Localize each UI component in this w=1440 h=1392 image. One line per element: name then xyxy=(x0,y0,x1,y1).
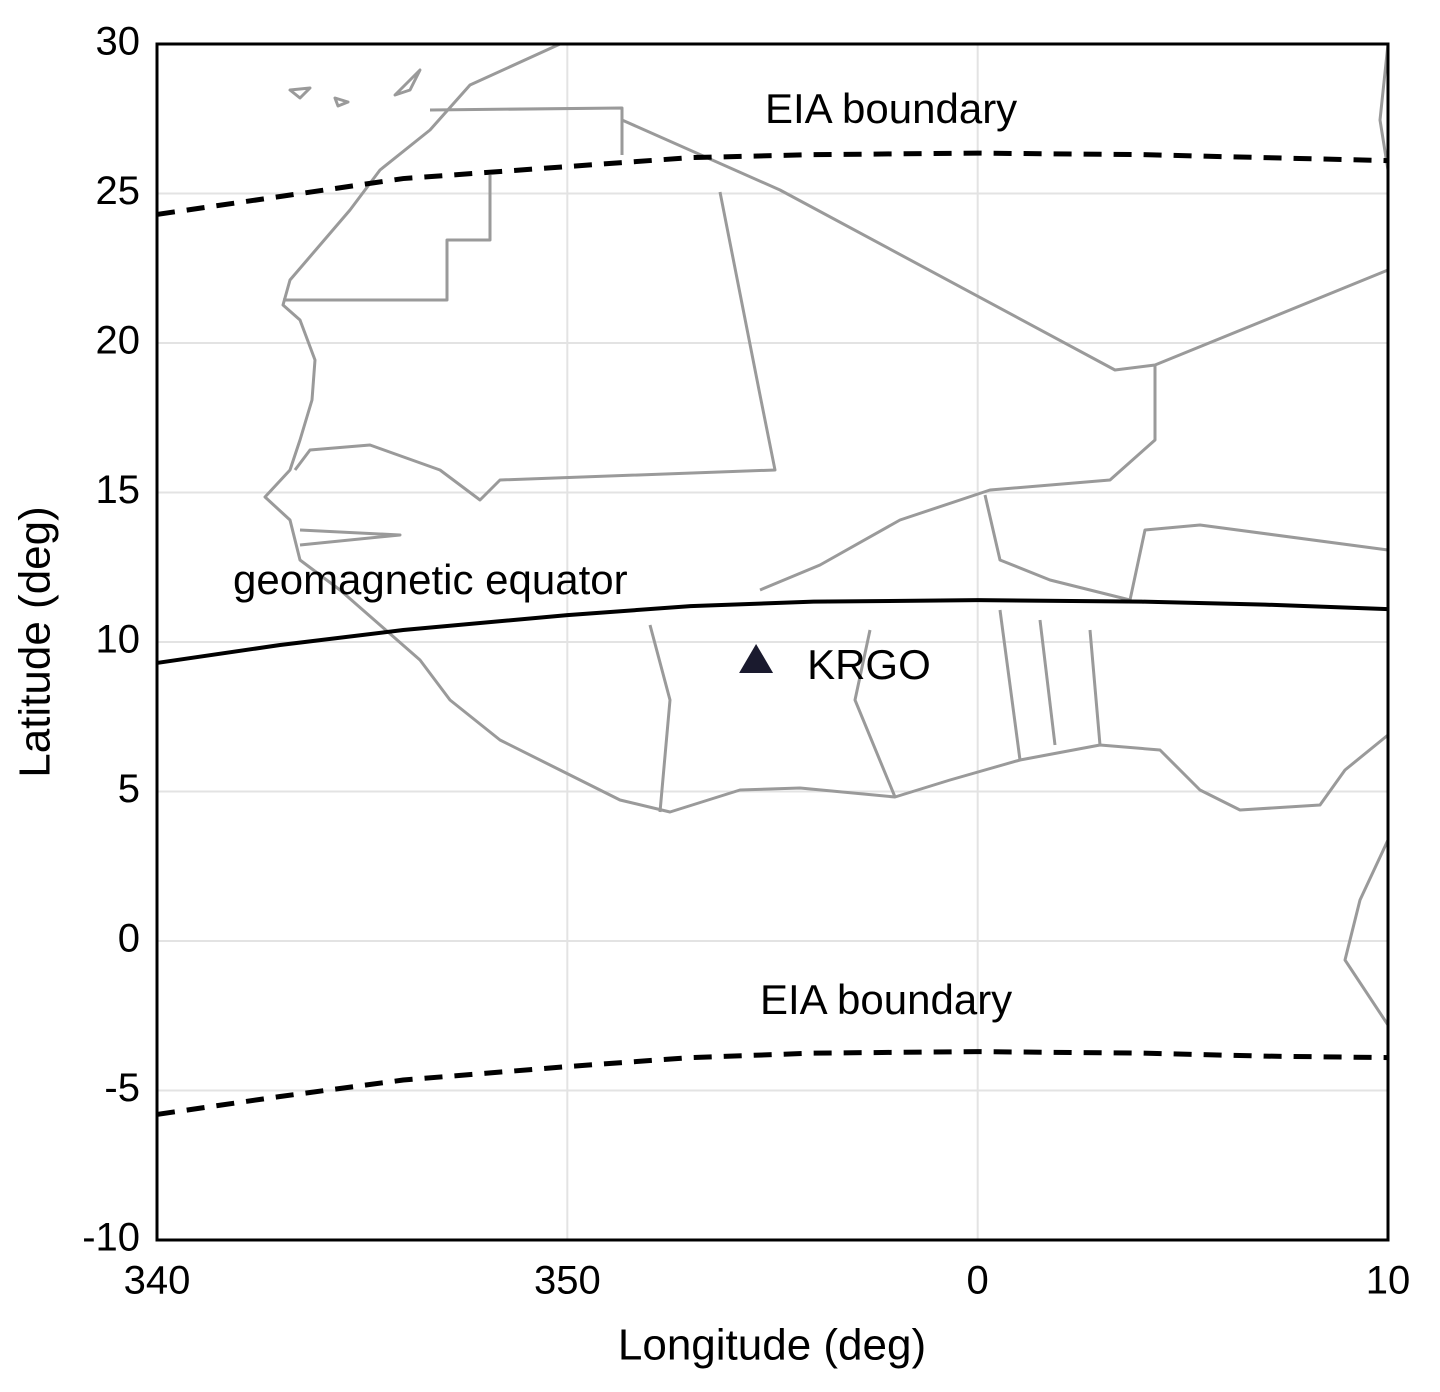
y-tick-label: 15 xyxy=(96,468,141,512)
solid-line xyxy=(156,598,1389,665)
x-axis-label: Longitude (deg) xyxy=(618,1321,926,1370)
y-tick-label: -5 xyxy=(104,1066,140,1110)
x-tick-label: 340 xyxy=(124,1259,191,1303)
x-tick-label: 0 xyxy=(967,1259,989,1303)
dashed-line xyxy=(156,150,1389,217)
line-label: EIA boundary xyxy=(765,85,1017,132)
y-axis-label: Latitude (deg) xyxy=(11,506,60,778)
y-tick-label: 20 xyxy=(96,319,141,363)
y-tick-label: 30 xyxy=(96,20,141,64)
y-tick-label: 25 xyxy=(96,169,141,213)
y-tick-label: -10 xyxy=(82,1216,140,1260)
dashed-line xyxy=(156,1049,1389,1117)
x-tick-label: 10 xyxy=(1366,1259,1411,1303)
y-tick-label: 5 xyxy=(118,767,140,811)
station-label: KRGO xyxy=(807,641,931,688)
country-borders xyxy=(263,42,1390,1026)
line-label: geomagnetic equator xyxy=(233,556,628,603)
axes-frame xyxy=(155,42,1390,1242)
station-marker xyxy=(739,643,774,673)
y-tick-label: 10 xyxy=(96,618,141,662)
line-label: EIA boundary xyxy=(760,976,1012,1023)
y-tick-label: 0 xyxy=(118,917,140,961)
x-tick-label: 350 xyxy=(534,1259,601,1303)
grid xyxy=(156,43,1389,1241)
